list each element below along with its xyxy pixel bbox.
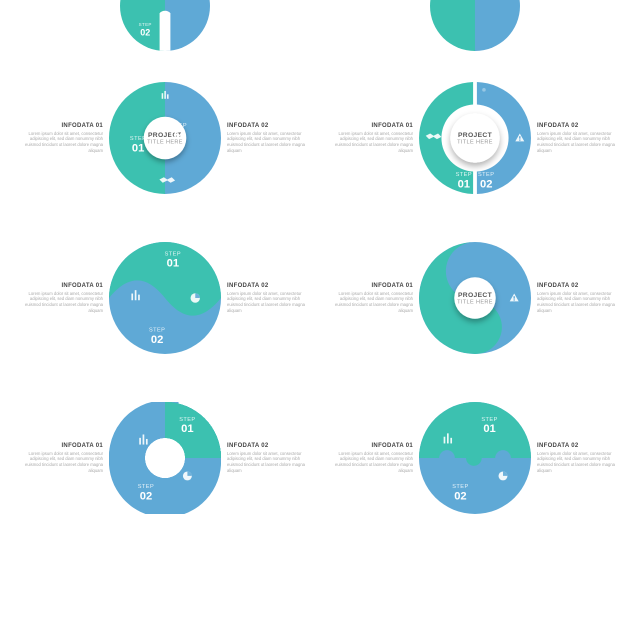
- svg-text:PROJECT: PROJECT: [458, 132, 493, 139]
- info-body: Lorem ipsum dolor sit amet, consectetur …: [21, 131, 103, 154]
- svg-text:02: 02: [454, 490, 466, 502]
- diagram-d1a: INFODATA 01 Lorem ipsum dolor sit amet, …: [10, 58, 320, 218]
- svg-text:STEP: STEP: [171, 123, 187, 129]
- diagram-d2b: INFODATA 01 Lorem ipsum dolor sit amet, …: [320, 218, 630, 378]
- svg-text:01: 01: [458, 178, 470, 190]
- svg-text:01: 01: [132, 142, 144, 154]
- svg-text:TITLE HERE: TITLE HERE: [457, 300, 493, 306]
- info-left: INFODATA 01 Lorem ipsum dolor sit amet, …: [21, 123, 103, 154]
- pie-icon: [183, 471, 192, 480]
- svg-text:PROJECT: PROJECT: [458, 292, 493, 299]
- svg-text:STEP: STEP: [478, 172, 494, 178]
- diagram-d2a: INFODATA 01 Lorem ipsum dolor sit amet, …: [10, 218, 320, 378]
- svg-text:02: 02: [171, 129, 183, 141]
- info-right: INFODATA 02 Lorem ipsum dolor sit amet, …: [227, 443, 309, 474]
- info-right: INFODATA 02 Lorem ipsum dolor sit amet, …: [227, 123, 309, 154]
- info-body: Lorem ipsum dolor sit amet, consectetur …: [227, 131, 309, 154]
- svg-text:STEP: STEP: [481, 417, 497, 423]
- info-right: INFODATA 02 Lorem ipsum dolor sit amet, …: [537, 443, 619, 474]
- svg-text:STEP: STEP: [149, 328, 165, 334]
- pie-icon: [499, 471, 508, 480]
- svg-text:02: 02: [140, 490, 152, 502]
- step-number: 02: [140, 28, 150, 38]
- svg-text:STEP: STEP: [165, 251, 181, 257]
- svg-text:TITLE HERE: TITLE HERE: [457, 140, 493, 146]
- info-left: INFODATA 01 Lorem ipsum dolor sit amet, …: [21, 283, 103, 314]
- svg-text:02: 02: [480, 178, 492, 190]
- diagram-d0a: STEP 02: [10, 0, 320, 58]
- info-right: INFODATA 02 Lorem ipsum dolor sit amet, …: [537, 283, 619, 314]
- diagram-d0b: [320, 0, 630, 58]
- svg-text:STEP: STEP: [179, 417, 195, 423]
- svg-text:01: 01: [181, 423, 193, 435]
- puzzle-icon: [481, 86, 488, 93]
- info-right: INFODATA 02 Lorem ipsum dolor sit amet, …: [537, 123, 619, 154]
- diagram-d3b: INFODATA 01 Lorem ipsum dolor sit amet, …: [320, 378, 630, 538]
- svg-text:01: 01: [167, 258, 179, 270]
- info-right: INFODATA 02 Lorem ipsum dolor sit amet, …: [227, 283, 309, 314]
- info-title: INFODATA 01: [21, 123, 103, 129]
- info-left: INFODATA 01 Lorem ipsum dolor sit amet, …: [331, 443, 413, 474]
- svg-text:STEP: STEP: [452, 484, 468, 490]
- info-left: INFODATA 01 Lorem ipsum dolor sit amet, …: [331, 283, 413, 314]
- diagram-d1b: INFODATA 01 Lorem ipsum dolor sit amet, …: [320, 58, 630, 218]
- info-left: INFODATA 01 Lorem ipsum dolor sit amet, …: [21, 443, 103, 474]
- svg-text:STEP: STEP: [456, 172, 472, 178]
- pie-icon: [191, 293, 200, 302]
- info-title: INFODATA 02: [227, 123, 309, 129]
- svg-text:STEP: STEP: [138, 484, 154, 490]
- step-label: STEP: [139, 22, 152, 27]
- infographic-grid: STEP 02 INFODATA 01 Lorem ipsum dolor si…: [0, 0, 640, 538]
- svg-text:STEP: STEP: [130, 136, 146, 142]
- info-left: INFODATA 01 Lorem ipsum dolor sit amet, …: [331, 123, 413, 154]
- diagram-d3a: INFODATA 01 Lorem ipsum dolor sit amet, …: [10, 378, 320, 538]
- svg-text:01: 01: [483, 423, 495, 435]
- svg-text:02: 02: [151, 334, 163, 346]
